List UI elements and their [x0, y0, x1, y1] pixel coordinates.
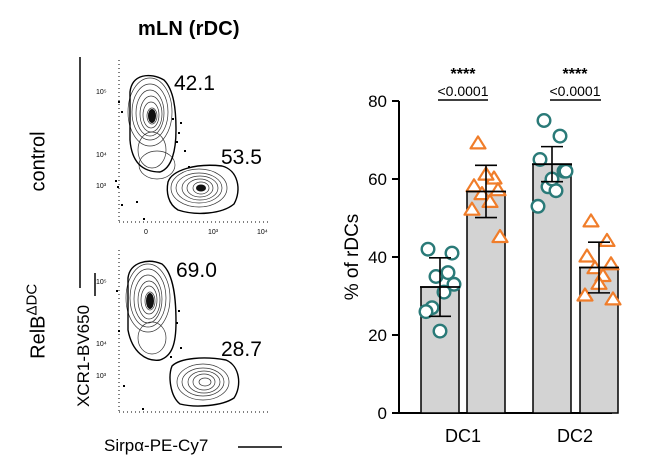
point-dc2-1-2: [578, 248, 596, 263]
y-tick-label-60: 60: [368, 170, 387, 189]
point-dc2-1-7: [604, 291, 622, 306]
point-dc1-0-2: [420, 241, 436, 257]
point-dc2-0-6: [530, 198, 546, 214]
sig-stars-dc1: ****: [451, 66, 477, 83]
y-tick-label-20: 20: [368, 326, 387, 345]
flow-tick-y-bottom-0: 10⁵: [96, 279, 107, 286]
point-dc1-1-0: [469, 135, 487, 150]
flow-panel-relb: 10⁵ 10⁴ 10³: [96, 250, 270, 413]
bar-dc1-1: [466, 190, 506, 414]
sig-pvalue-dc2: <0.0001: [550, 83, 601, 99]
point-dc2-1-6: [576, 287, 594, 302]
gate-value-relb-dc2: 28.7: [221, 338, 262, 361]
sig-stars-dc2: ****: [563, 66, 589, 83]
flow-tick-x-top-1: 10³: [208, 229, 219, 236]
figure-title: mLN (rDC): [138, 18, 240, 40]
point-dc1-0-5: [436, 284, 452, 300]
y-tick-label-0: 0: [378, 404, 387, 423]
flow-plots: 10⁵ 10⁴ 10³ 0 10³ 10⁴: [79, 57, 282, 448]
gate-control-dc2: [166, 164, 239, 215]
y-tick-label-80: 80: [368, 92, 387, 111]
gate-value-relb-dc1: 69.0: [176, 259, 217, 282]
flow-tick-x-top-0: 0: [144, 229, 148, 236]
point-dc2-1-3: [602, 256, 620, 271]
point-dc2-0-2: [532, 151, 548, 167]
point-dc2-1-1: [598, 232, 616, 247]
gate-relb-dc2: [169, 357, 240, 407]
flow-tick-y-top-1: 10⁴: [96, 152, 107, 159]
point-dc1-0-6: [418, 304, 434, 320]
flow-tick-y-bottom-2: 10³: [96, 373, 107, 380]
point-dc1-0-3: [444, 245, 460, 261]
point-dc1-0-7: [446, 276, 462, 292]
gate-value-control-dc2: 53.5: [221, 146, 262, 169]
x-tick-label-dc2: DC2: [557, 426, 593, 446]
point-dc1-1-7: [491, 228, 509, 244]
flow-tick-y-top-2: 10³: [96, 183, 107, 190]
point-dc1-0-4: [428, 269, 444, 285]
y-axis-label: % of rDCs: [342, 214, 363, 301]
point-dc1-1-6: [463, 201, 481, 216]
point-dc2-0-1: [552, 128, 568, 144]
gate-value-control-dc1: 42.1: [174, 72, 215, 95]
gate-control-dc1: [129, 74, 177, 173]
point-dc2-1-0: [582, 213, 600, 228]
flow-tick-x-top-2: 10⁴: [257, 229, 268, 236]
x-tick-label-dc1: DC1: [445, 426, 481, 446]
flow-tick-y-bottom-1: 10⁴: [96, 341, 107, 348]
point-dc2-0-7: [558, 163, 574, 179]
point-dc2-0-0: [536, 112, 552, 128]
point-dc1-0-8: [432, 323, 448, 339]
point-dc1-1-3: [489, 182, 507, 197]
flow-x-axis-label: Sirpα-PE-Cy7: [104, 436, 209, 455]
flow-tick-y-top-0: 10⁵: [96, 89, 107, 96]
sig-pvalue-dc1: <0.0001: [438, 83, 489, 99]
flow-panel-control: 10⁵ 10⁴ 10³ 0 10³ 10⁴: [96, 60, 270, 236]
y-tick-label-40: 40: [368, 248, 387, 267]
